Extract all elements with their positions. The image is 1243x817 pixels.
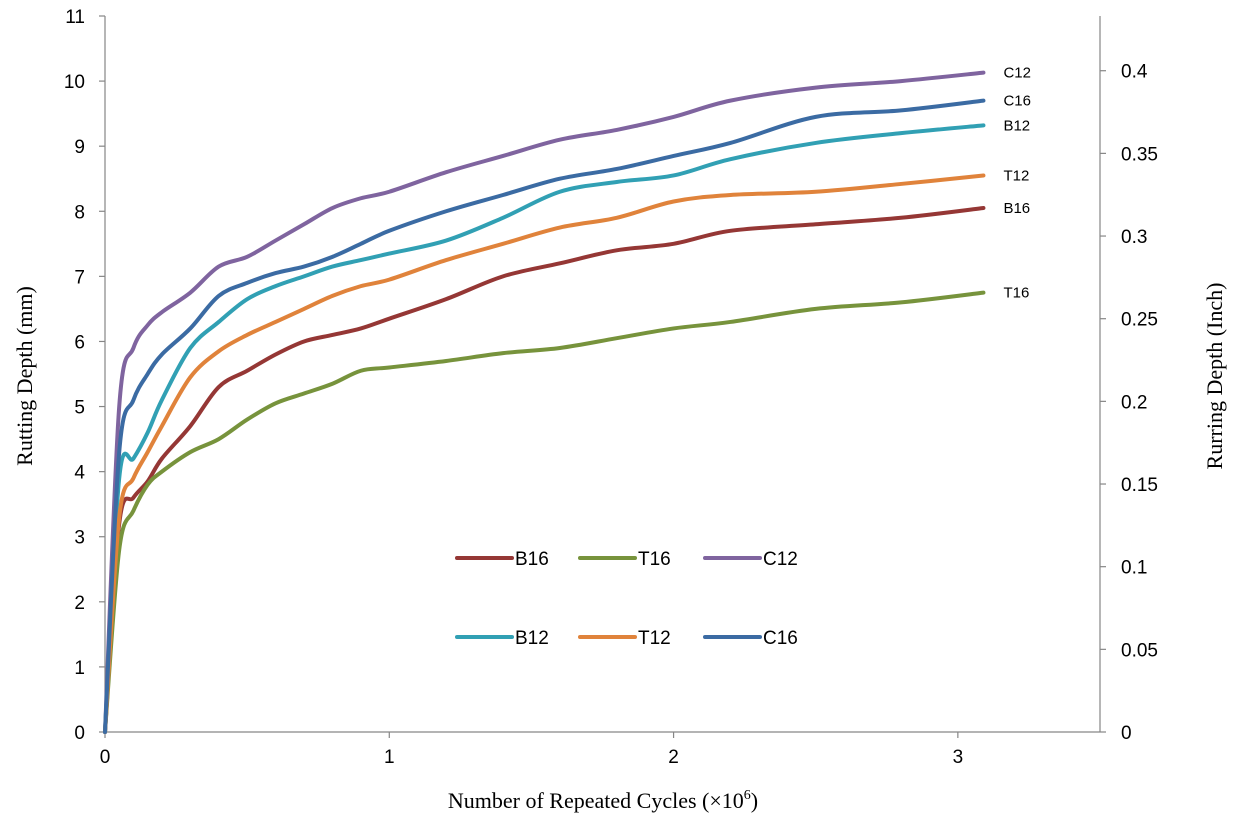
series-end-labels: B16 T16 C12 B12 T12 C16 [1003,65,1031,302]
series-line-b12 [103,123,986,734]
y2-tick-label: 0 [1121,723,1132,744]
end-label-t16: T16 [1003,285,1029,302]
series-line-c16 [103,98,986,734]
y-tick-label: 9 [74,137,85,158]
legend-label-c12: C12 [763,549,798,570]
y-tick-label: 2 [74,593,85,614]
ticks: 0123456789101100.050.10.150.20.250.30.35… [64,7,1158,768]
y-tick-label: 5 [74,398,85,419]
y-tick-label: 8 [74,202,85,223]
legend: B16 T16 C12 B12 T12 C16 [455,549,798,649]
y-tick-label: 1 [74,658,85,679]
y2-tick-label: 0.35 [1121,144,1158,165]
y2-tick-label: 0.25 [1121,310,1158,331]
y-tick-label: 10 [64,72,85,93]
legend-label-b12: B12 [515,628,549,649]
y2-tick-label: 0.05 [1121,640,1158,661]
x-axis-title-close: ) [751,788,758,813]
y2-tick-label: 0.3 [1121,227,1147,248]
y-axis-title: Rutting Depth (mm) [12,286,37,466]
x-axis-title-exponent: 6 [744,788,751,803]
series-line-t12 [103,173,986,734]
end-label-b12: B12 [1003,117,1030,134]
end-label-b16: B16 [1003,200,1030,217]
y2-tick-label: 0.2 [1121,392,1147,413]
x-axis-title-text: Number of Repeated Cycles (×10 [448,788,744,813]
y-tick-label: 4 [74,463,85,484]
series-line-b16 [103,206,986,734]
y-tick-label: 11 [65,7,85,28]
series-line-c12 [103,70,986,734]
y-tick-label: 3 [74,528,85,549]
x-tick-label: 0 [100,747,111,768]
y2-tick-label: 0.4 [1121,62,1148,83]
series-lines [103,70,986,734]
legend-label-t12: T12 [638,628,671,649]
x-tick-label: 1 [384,747,395,768]
x-tick-label: 2 [668,747,679,768]
end-label-c12: C12 [1003,65,1031,82]
x-tick-label: 3 [953,747,964,768]
y2-axis-title: Rurring Depth (Inch) [1202,283,1227,470]
y2-tick-label: 0.1 [1121,558,1147,579]
y2-tick-label: 0.15 [1121,475,1158,496]
x-axis-title: Number of Repeated Cycles (×106) [448,788,758,813]
end-label-c16: C16 [1003,93,1031,110]
legend-label-t16: T16 [638,549,671,570]
series-line-t16 [103,290,986,734]
legend-label-c16: C16 [763,628,798,649]
y-tick-label: 0 [74,723,85,744]
y-tick-label: 7 [74,267,85,288]
axes [104,16,1101,733]
legend-label-b16: B16 [515,549,549,570]
y-tick-label: 6 [74,332,85,353]
end-label-t12: T12 [1003,167,1029,184]
